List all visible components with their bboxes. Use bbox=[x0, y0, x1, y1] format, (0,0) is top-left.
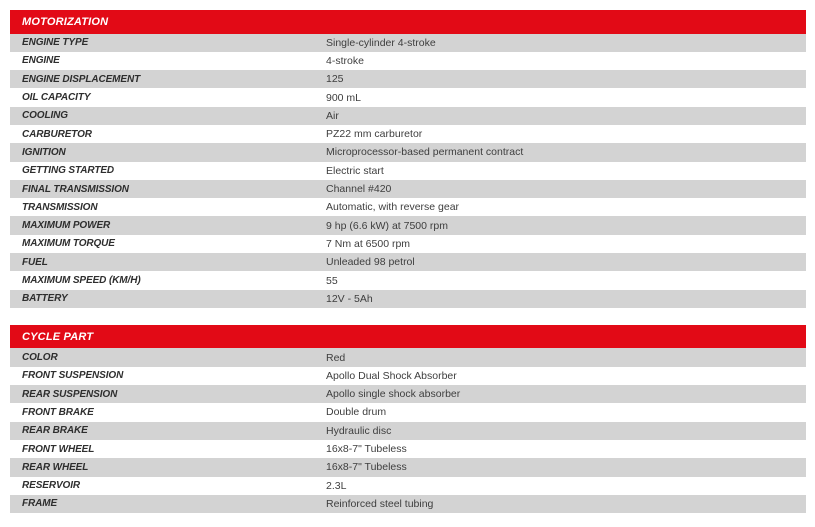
spec-row: FRONT BRAKE Double drum bbox=[10, 403, 806, 422]
spec-value: Electric start bbox=[326, 164, 384, 177]
spec-value: 16x8-7" Tubeless bbox=[326, 461, 407, 474]
spec-value: 900 mL bbox=[326, 91, 362, 104]
spec-row: GETTING STARTED Electric start bbox=[10, 161, 806, 180]
spec-label: TRANSMISSION bbox=[22, 201, 98, 213]
spec-value: PZ22 mm carburetor bbox=[326, 128, 423, 141]
spec-value: Apollo Dual Shock Absorber bbox=[326, 369, 457, 382]
spec-value: Hydraulic disc bbox=[326, 424, 392, 437]
spec-label: FRONT SUSPENSION bbox=[22, 370, 124, 382]
spec-row: REAR SUSPENSION Apollo single shock abso… bbox=[10, 385, 806, 404]
table-title: MOTORIZATION bbox=[22, 15, 109, 28]
spec-value: 7 Nm at 6500 rpm bbox=[326, 237, 411, 250]
spec-value: 4-stroke bbox=[326, 54, 364, 67]
spec-value: 2.3L bbox=[326, 479, 347, 492]
spec-label: MAXIMUM SPEED (KM/H) bbox=[22, 275, 141, 286]
spec-table: MOTORIZATION ENGINE TYPE Single-cylinder… bbox=[10, 10, 806, 308]
spec-row: FRONT WHEEL 16x8-7" Tubeless bbox=[10, 439, 806, 459]
spec-row: ENGINE TYPE Single-cylinder 4-stroke bbox=[10, 33, 806, 52]
spec-value: Apollo single shock absorber bbox=[326, 388, 461, 401]
table-header: MOTORIZATION bbox=[10, 10, 806, 34]
spec-value: Red bbox=[326, 351, 346, 364]
spec-label: COOLING bbox=[22, 110, 68, 122]
spec-label: ENGINE DISPLACEMENT bbox=[22, 73, 141, 85]
table-rows: ENGINE TYPE Single-cylinder 4-stroke ENG… bbox=[10, 33, 806, 308]
spec-value: Automatic, with reverse gear bbox=[326, 201, 460, 214]
spec-label: BATTERY bbox=[22, 293, 68, 305]
spec-value: Channel #420 bbox=[326, 183, 392, 196]
spec-row: MAXIMUM POWER 9 hp (6.6 kW) at 7500 rpm bbox=[10, 216, 806, 235]
spec-value: Single-cylinder 4-stroke bbox=[326, 36, 436, 49]
spec-value: Unleaded 98 petrol bbox=[326, 256, 415, 269]
spec-label: COLOR bbox=[22, 352, 58, 364]
spec-label: REAR WHEEL bbox=[22, 461, 89, 473]
spec-label: ENGINE TYPE bbox=[22, 37, 89, 49]
spec-row: IGNITION Microprocessor-based permanent … bbox=[10, 143, 806, 162]
spec-row: CARBURETOR PZ22 mm carburetor bbox=[10, 124, 806, 144]
spec-label: REAR SUSPENSION bbox=[22, 388, 118, 400]
spec-label: RESERVOIR bbox=[22, 480, 81, 492]
spec-label: CARBURETOR bbox=[22, 128, 92, 140]
spec-row: FINAL TRANSMISSION Channel #420 bbox=[10, 179, 806, 199]
spec-value: 125 bbox=[326, 73, 344, 86]
spec-label: FRONT WHEEL bbox=[22, 443, 95, 455]
spec-value: 55 bbox=[326, 274, 338, 287]
spec-row: BATTERY 12V - 5Ah bbox=[10, 289, 806, 308]
spec-row: TRANSMISSION Automatic, with reverse gea… bbox=[10, 198, 806, 217]
table-rows: COLOR Red FRONT SUSPENSION Apollo Dual S… bbox=[10, 348, 806, 514]
spec-row: FRAME Reinforced steel tubing bbox=[10, 494, 806, 514]
spec-label: FUEL bbox=[22, 256, 48, 268]
spec-value: 12V - 5Ah bbox=[326, 292, 373, 305]
spec-table: CYCLE PART COLOR Red FRONT SUSPENSION Ap… bbox=[10, 324, 806, 514]
spec-label: ENGINE bbox=[22, 55, 60, 67]
spec-label: GETTING STARTED bbox=[22, 165, 115, 177]
spec-row: ENGINE DISPLACEMENT 125 bbox=[10, 70, 806, 89]
spec-value: Double drum bbox=[326, 406, 387, 419]
spec-row: REAR WHEEL 16x8-7" Tubeless bbox=[10, 458, 806, 477]
table-title: CYCLE PART bbox=[22, 330, 94, 343]
spec-tables: MOTORIZATION ENGINE TYPE Single-cylinder… bbox=[10, 10, 806, 514]
spec-row: MAXIMUM TORQUE 7 Nm at 6500 rpm bbox=[10, 234, 806, 254]
spec-row: OIL CAPACITY 900 mL bbox=[10, 88, 806, 107]
table-header: CYCLE PART bbox=[10, 324, 806, 349]
spec-label: OIL CAPACITY bbox=[22, 92, 91, 104]
spec-label: FRAME bbox=[22, 498, 58, 510]
spec-row: RESERVOIR 2.3L bbox=[10, 476, 806, 495]
spec-label: MAXIMUM POWER bbox=[22, 220, 111, 232]
spec-label: FRONT BRAKE bbox=[22, 406, 94, 418]
spec-label: MAXIMUM TORQUE bbox=[22, 238, 115, 250]
spec-row: ENGINE 4-stroke bbox=[10, 51, 806, 71]
spec-label: REAR BRAKE bbox=[22, 425, 88, 437]
spec-label: FINAL TRANSMISSION bbox=[22, 183, 129, 195]
spec-row: COLOR Red bbox=[10, 348, 806, 367]
spec-value: Reinforced steel tubing bbox=[326, 497, 434, 510]
spec-value: 9 hp (6.6 kW) at 7500 rpm bbox=[326, 219, 448, 232]
spec-row: COOLING Air bbox=[10, 106, 806, 125]
spec-row: REAR BRAKE Hydraulic disc bbox=[10, 421, 806, 440]
spec-row: FRONT SUSPENSION Apollo Dual Shock Absor… bbox=[10, 366, 806, 386]
spec-row: FUEL Unleaded 98 petrol bbox=[10, 253, 806, 272]
spec-value: Microprocessor-based permanent contract bbox=[326, 146, 524, 159]
spec-value: 16x8-7" Tubeless bbox=[326, 443, 407, 456]
spec-label: IGNITION bbox=[22, 146, 66, 158]
spec-row: MAXIMUM SPEED (KM/H) 55 bbox=[10, 271, 806, 290]
spec-value: Air bbox=[326, 109, 339, 122]
